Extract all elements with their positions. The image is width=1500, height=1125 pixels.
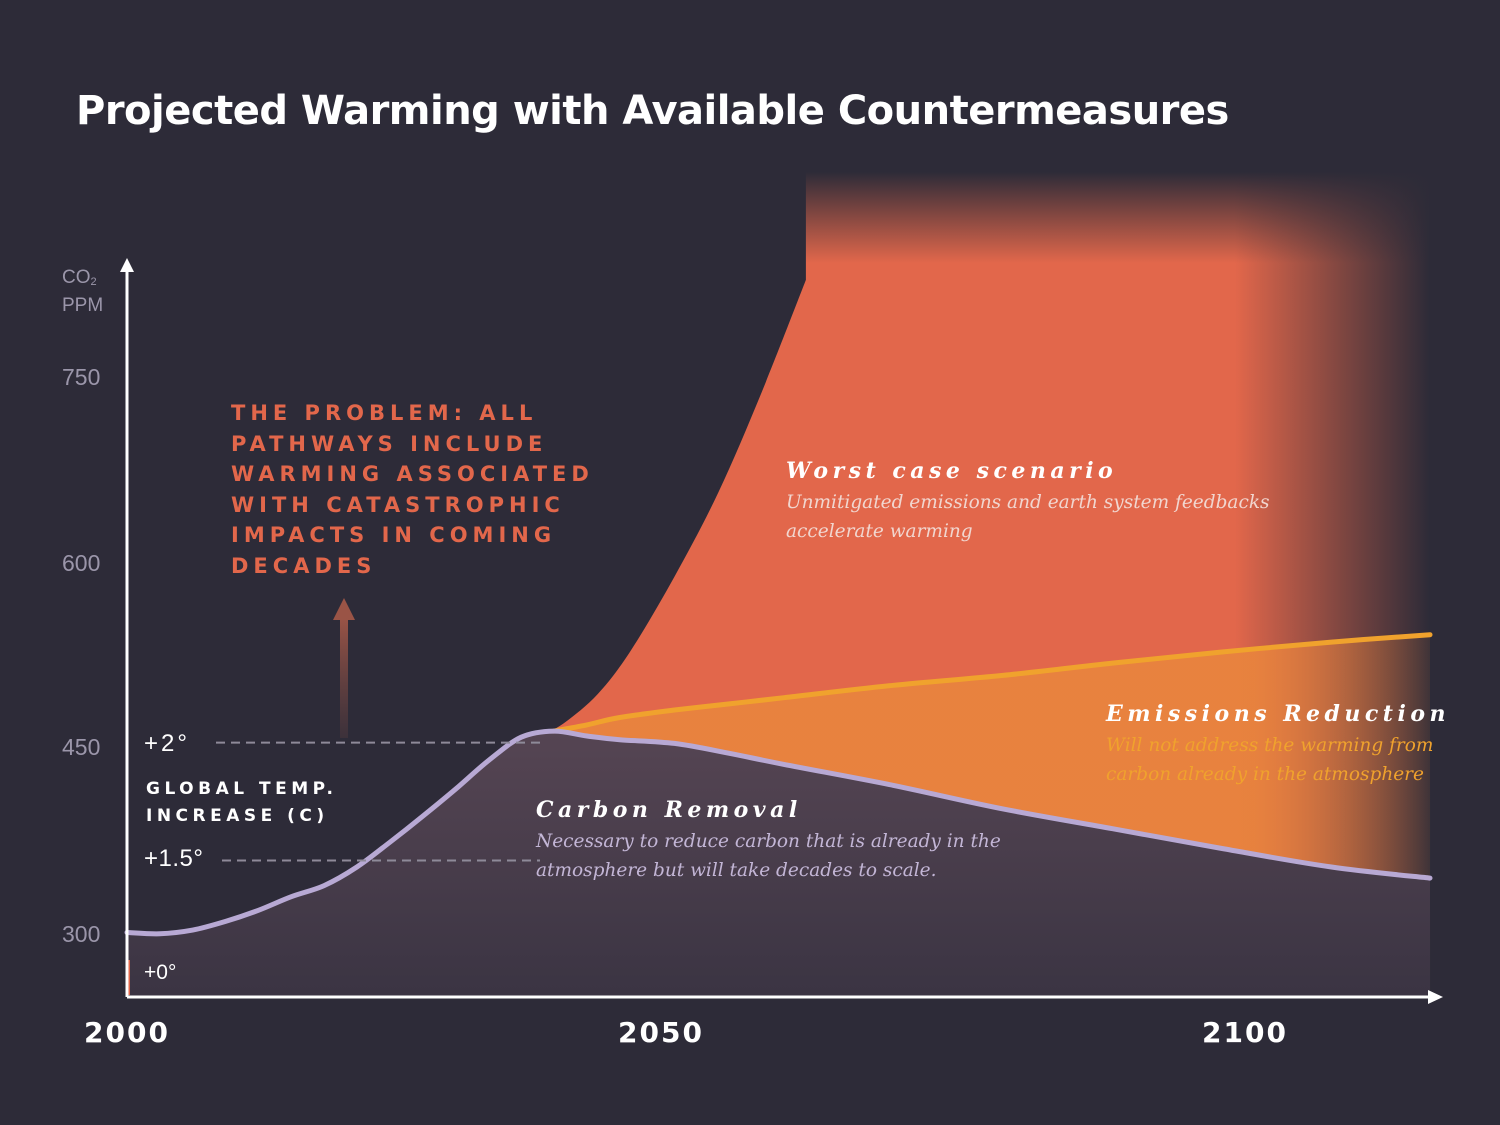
temp-marker-2: +2° <box>144 730 190 757</box>
carbon-removal-heading: Carbon Removal <box>536 797 802 823</box>
y-tick-300: 300 <box>62 921 101 947</box>
carbon-removal-area <box>127 731 1431 997</box>
y-tick-750: 750 <box>62 364 101 390</box>
x-tick-2050: 2050 <box>618 1016 704 1049</box>
problem-statement: THE PROBLEM: ALL PATHWAYS INCLUDE WARMIN… <box>231 401 594 578</box>
y-tick-450: 450 <box>62 734 101 760</box>
x-tick-2000: 2000 <box>84 1016 170 1049</box>
temp-marker-0: +0° <box>144 961 177 984</box>
problem-arrow-head <box>333 598 355 620</box>
worst-case-heading: Worst case scenario <box>786 458 1118 484</box>
worst-case-fade <box>700 172 1500 432</box>
y-axis-label: CO2 PPM <box>62 267 104 316</box>
carbon-removal-line <box>124 728 1433 937</box>
x-axis-arrow <box>1428 990 1443 1004</box>
worst-case-description: Unmitigated emissions and earth system f… <box>786 492 1270 542</box>
chart-title: Projected Warming with Available Counter… <box>76 88 1229 134</box>
carbon-removal-description: Necessary to reduce carbon that is alrea… <box>536 831 1001 881</box>
problem-arrow-shaft <box>340 618 348 738</box>
temperature-axis-label: GLOBAL TEMP. INCREASE (C) <box>146 779 338 826</box>
y-axis-arrow <box>120 258 134 272</box>
emissions-reduction-description: Will not address the warming from carbon … <box>1106 735 1434 785</box>
emissions-reduction-area <box>554 634 1431 879</box>
x-tick-2100: 2100 <box>1202 1016 1288 1049</box>
temp-marker-1-5: +1.5° <box>144 845 204 872</box>
y-tick-600: 600 <box>62 550 101 576</box>
emissions-reduction-heading: Emissions Reduction <box>1106 701 1450 727</box>
emissions-reduction-line <box>551 632 1433 734</box>
